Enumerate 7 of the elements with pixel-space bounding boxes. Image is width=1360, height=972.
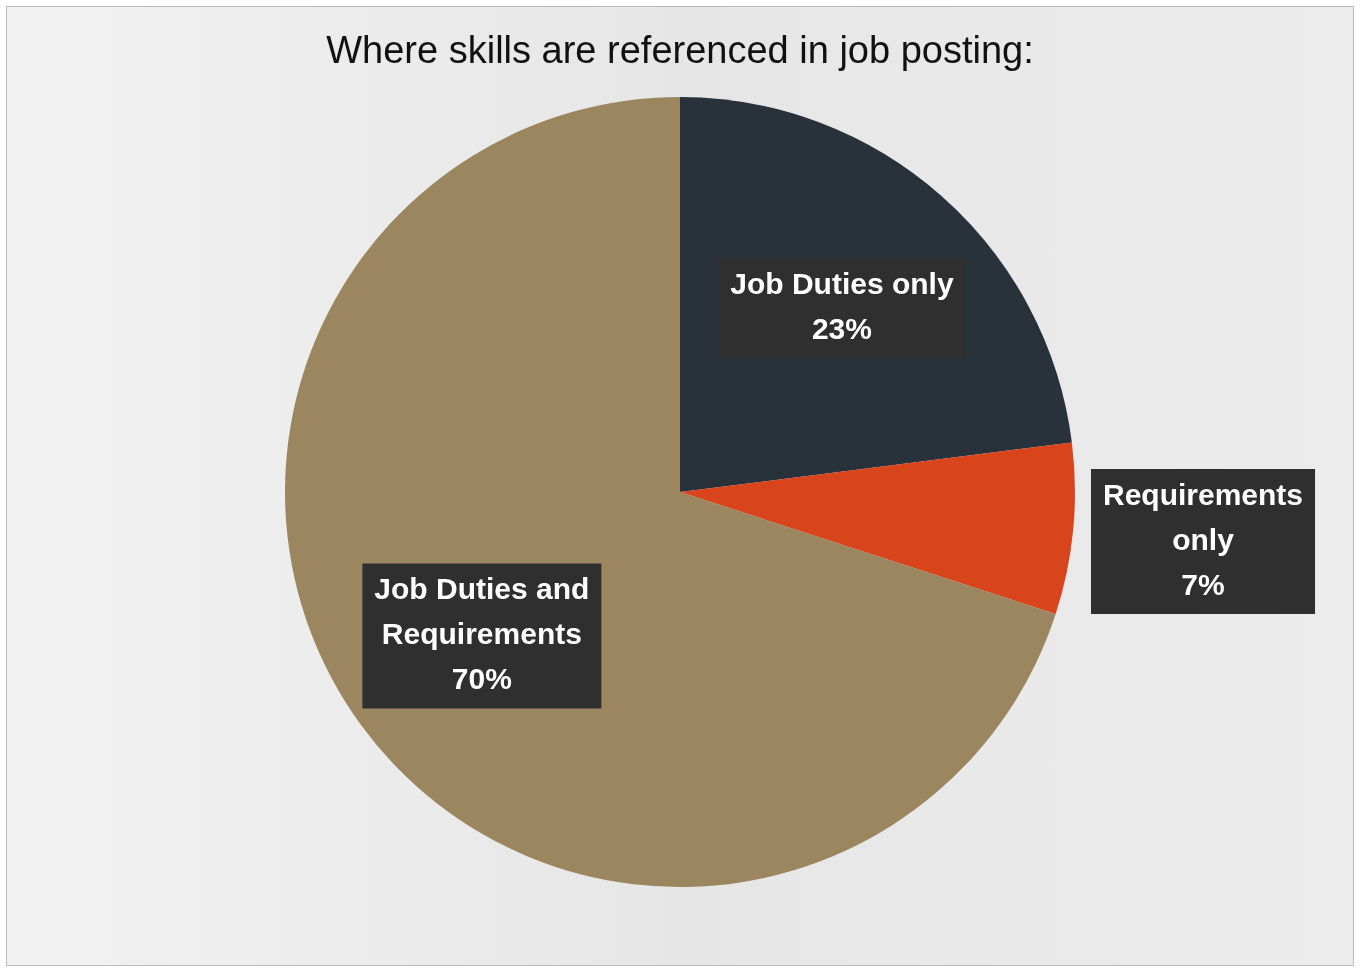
slice-label: Requirements only [1102, 477, 1304, 556]
chart-title: Where skills are referenced in job posting: [325, 29, 1035, 72]
data-label: 7% [1181, 567, 1225, 601]
slice-label: Job Duties only [730, 267, 954, 301]
data-label: 23% [811, 312, 872, 346]
data-label: 70% [451, 662, 512, 696]
slice-label: Job Duties and Requirements [374, 572, 590, 651]
